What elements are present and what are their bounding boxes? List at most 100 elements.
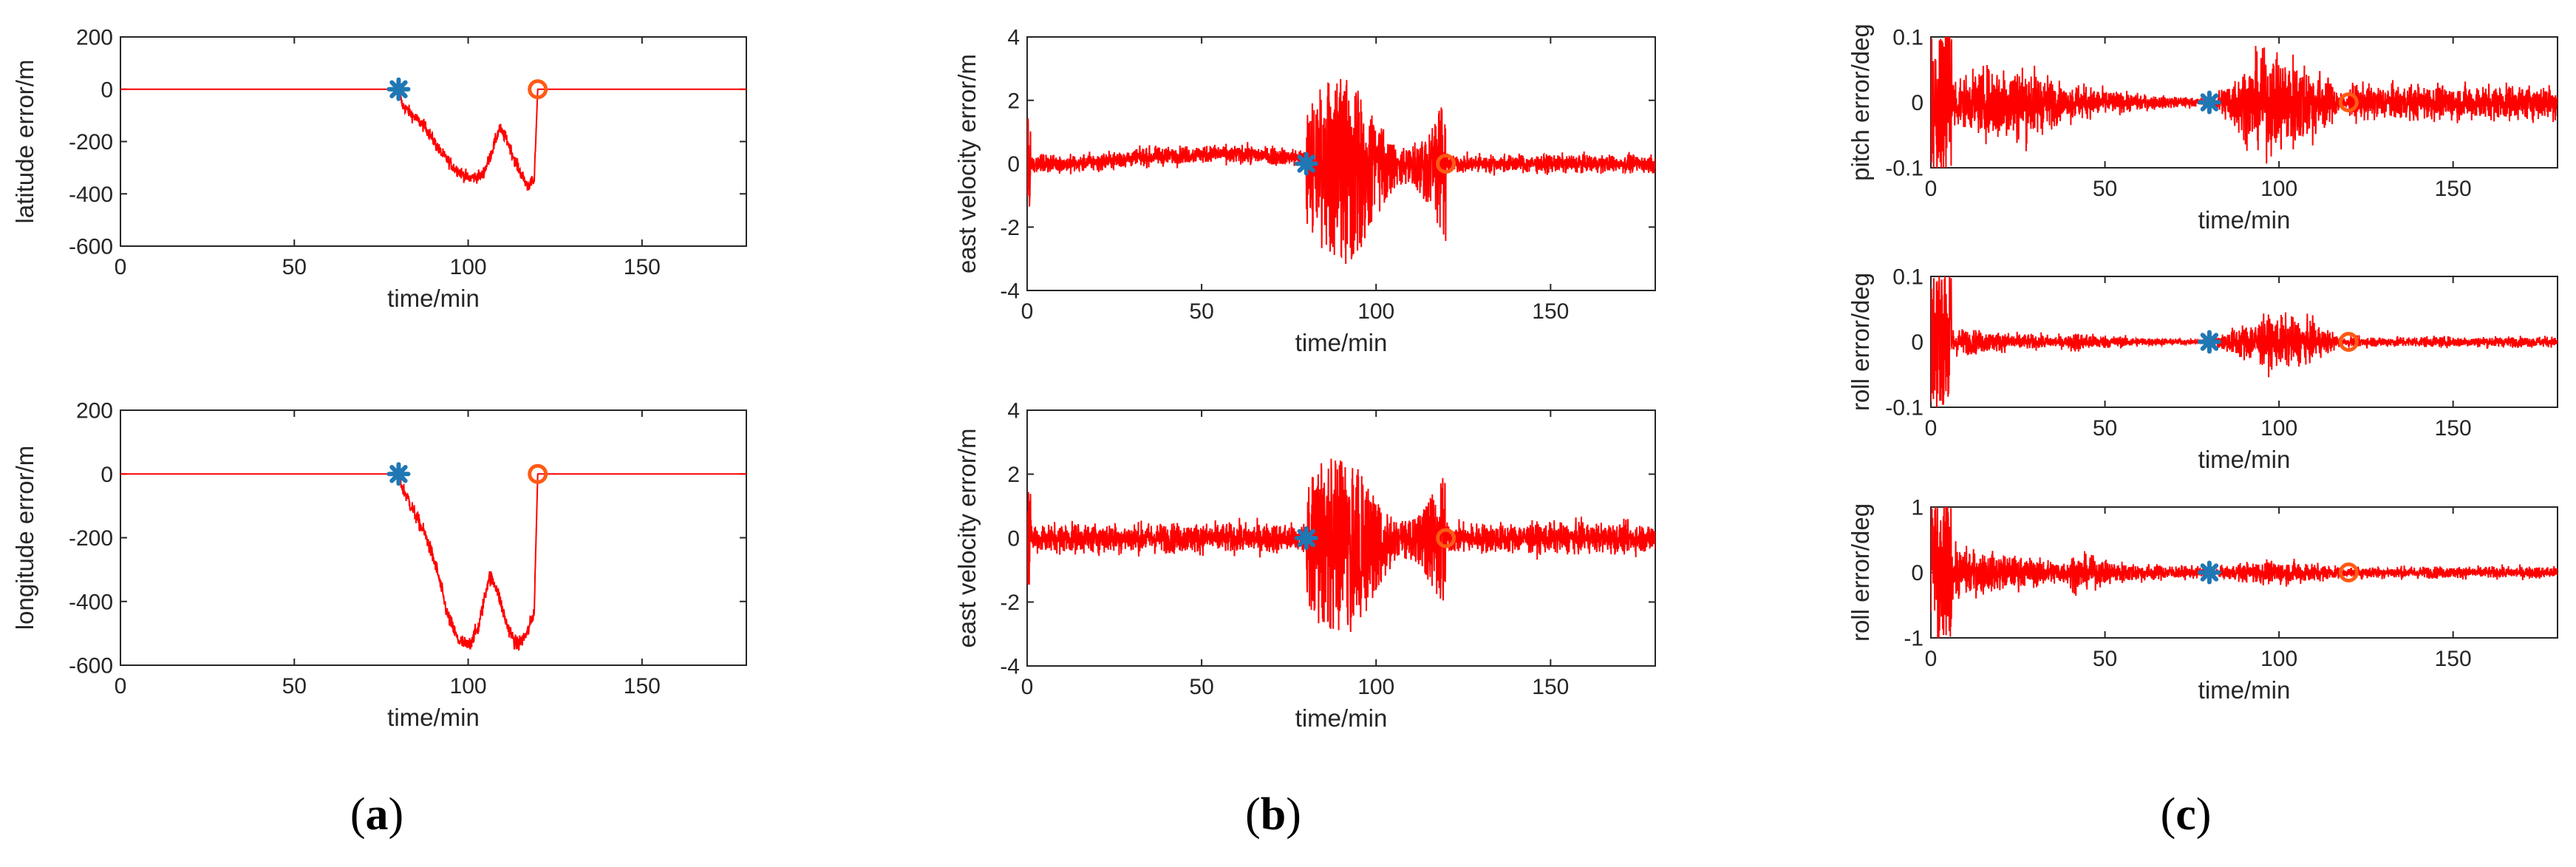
start-marker — [1294, 526, 1318, 550]
x-tick-label: 150 — [2435, 177, 2472, 201]
panel-label-b-open: ( — [1245, 789, 1261, 840]
x-axis-label: time/min — [387, 285, 480, 312]
x-tick-label: 50 — [2093, 647, 2117, 671]
panel-label-a-close: ) — [389, 789, 404, 840]
panel-label-c-open: ( — [2161, 789, 2176, 840]
x-axis-label: time/min — [387, 704, 480, 731]
x-tick-label: 150 — [624, 255, 661, 279]
y-tick-label: -4 — [1000, 655, 1020, 679]
y-tick-label: 0 — [1007, 527, 1020, 551]
panel-label-b-close: ) — [1286, 789, 1301, 840]
signal-line — [1931, 507, 2558, 638]
y-tick-label: -400 — [69, 183, 113, 207]
x-tick-label: 50 — [1189, 299, 1213, 324]
x-tick-label: 50 — [282, 255, 307, 279]
signal-line — [120, 472, 746, 651]
x-tick-label: 0 — [1925, 177, 1938, 201]
panel-label-a-letter: a — [366, 789, 389, 840]
start-marker — [386, 462, 411, 486]
y-axis-label: roll error/deg — [1847, 503, 1874, 642]
y-tick-label: -0.1 — [1885, 157, 1924, 181]
x-tick-label: 150 — [1532, 299, 1569, 324]
panel-label-a-open: ( — [350, 789, 366, 840]
signal-line — [1027, 78, 1655, 265]
x-tick-label: 50 — [1189, 675, 1213, 699]
signal-line — [1931, 37, 2558, 168]
y-tick-label: -400 — [69, 590, 113, 614]
y-tick-label: 4 — [1007, 26, 1020, 50]
y-tick-label: -600 — [69, 654, 113, 679]
x-tick-label: 100 — [450, 255, 487, 279]
panel-label-b: (b) — [1245, 789, 1301, 840]
x-tick-label: 150 — [624, 674, 661, 698]
start-marker-stroke — [389, 80, 408, 98]
x-tick-label: 0 — [1925, 647, 1938, 671]
chart-4: 0 50 100 150 4 2 0 -2 -4 time/min east velocity er… — [953, 399, 1656, 732]
plots-layer: 0 50 100 1502000-200-400-600time/minlatitud… — [11, 24, 2558, 732]
y-axis-label: pitch error/deg — [1847, 24, 1874, 181]
y-tick-label: 0.1 — [1892, 265, 1924, 290]
x-tick-label: 50 — [2093, 177, 2117, 201]
y-tick-label: -200 — [69, 130, 113, 154]
start-marker — [2197, 330, 2221, 354]
y-tick-label: 200 — [76, 26, 113, 50]
y-tick-label: 200 — [76, 399, 113, 424]
x-tick-label: 100 — [2260, 416, 2297, 441]
y-tick-label: 2 — [1007, 89, 1020, 113]
x-tick-label: 0 — [1021, 675, 1034, 699]
y-axis-label: east velocity error/m — [953, 428, 981, 647]
end-marker — [2338, 332, 2359, 352]
x-tick-label: 0 — [1021, 299, 1034, 324]
y-axis-label: roll error/deg — [1847, 273, 1874, 411]
y-tick-label: -4 — [1000, 279, 1020, 304]
y-tick-label: 0 — [100, 78, 113, 102]
x-tick-label: 100 — [1357, 675, 1394, 699]
x-axis-label: time/min — [1295, 704, 1388, 732]
chart-3: 0 50 100 150 4 2 0 -2 -4 time/min east velocity er… — [953, 26, 1656, 356]
x-tick-label: 150 — [2435, 416, 2472, 441]
y-axis-label: east velocity error/m — [953, 54, 981, 273]
x-axis-label: time/min — [2198, 676, 2291, 704]
y-axis-label: latitude error/m — [11, 60, 38, 224]
end-marker — [1436, 528, 1456, 548]
start-marker-stroke — [2200, 563, 2219, 582]
y-tick-label: 1 — [1911, 496, 1924, 520]
start-marker — [2197, 90, 2221, 115]
y-tick-label: 0 — [1911, 91, 1924, 115]
signal-line — [120, 88, 746, 191]
y-tick-label: 2 — [1007, 463, 1020, 487]
x-tick-label: 0 — [115, 255, 127, 279]
x-tick-label: 150 — [2435, 647, 2472, 671]
chart-1: 0 50 100 150 200 0 -200 -400 -600 time/min latitud… — [11, 26, 747, 312]
axes-box — [120, 409, 747, 666]
y-tick-label: -200 — [69, 526, 113, 551]
start-marker-stroke — [2200, 93, 2219, 112]
end-marker — [528, 79, 548, 100]
y-tick-label: 0 — [1911, 330, 1924, 355]
panel-label-c: (c) — [2161, 789, 2212, 840]
y-tick-label: 0 — [100, 463, 113, 487]
chart-2: 0 50 100 150 200 0 -200 -400 -600 time/min longitu… — [11, 399, 747, 731]
signal-line — [1931, 276, 2558, 407]
y-tick-label: -1 — [1904, 627, 1924, 651]
y-tick-label: 4 — [1007, 399, 1020, 424]
start-marker-stroke — [389, 465, 408, 483]
panel-label-b-letter: b — [1261, 789, 1286, 840]
end-marker — [528, 463, 548, 484]
x-tick-label: 50 — [282, 674, 307, 698]
y-tick-label: -2 — [1000, 591, 1020, 615]
y-axis-label: longitude error/m — [11, 446, 38, 630]
y-tick-label: -0.1 — [1885, 396, 1924, 421]
x-axis-label: time/min — [1295, 329, 1388, 356]
x-tick-label: 150 — [1532, 675, 1569, 699]
end-marker — [2338, 92, 2359, 112]
signal-line — [1027, 458, 1655, 633]
y-tick-label: -600 — [69, 235, 113, 259]
x-tick-label: 50 — [2093, 416, 2117, 441]
start-marker — [2197, 560, 2221, 585]
start-marker-stroke — [1297, 528, 1315, 548]
